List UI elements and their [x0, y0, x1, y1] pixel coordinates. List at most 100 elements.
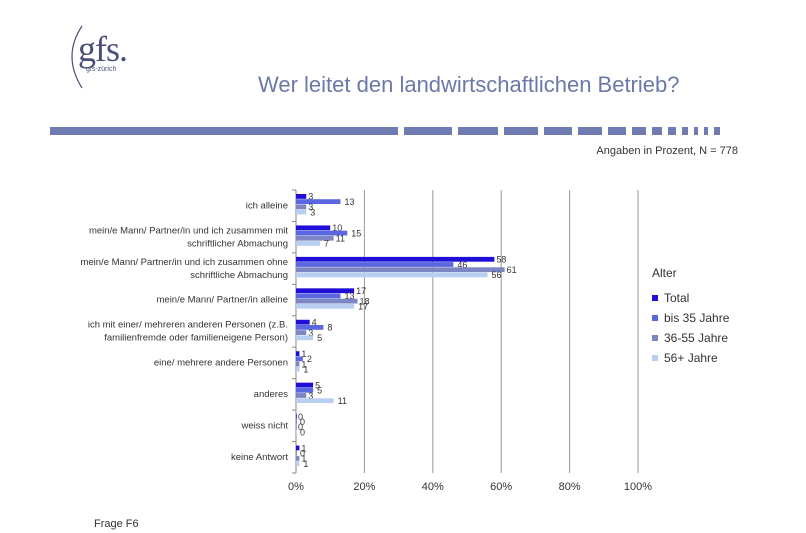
data-label: 2	[307, 354, 312, 364]
category-label: ich alleine	[246, 200, 288, 211]
bar	[296, 256, 495, 262]
data-label: 13	[344, 291, 354, 301]
bar	[296, 199, 341, 204]
legend-swatch	[652, 355, 658, 361]
logo-subtext: gfs-zürich	[86, 66, 117, 73]
data-label: 56	[492, 270, 502, 280]
bar	[296, 445, 300, 451]
data-label: 5	[317, 386, 322, 396]
legend-swatch	[652, 335, 658, 341]
category-label: weiss nicht	[241, 421, 289, 432]
data-label: 15	[351, 228, 361, 238]
data-label: 8	[327, 323, 332, 333]
bar	[296, 324, 324, 330]
category-label: mein/e Mann/ Partner/in und ich zusammen…	[89, 225, 288, 249]
bar	[296, 387, 314, 393]
bar	[296, 319, 310, 325]
data-label: 1	[301, 454, 306, 464]
bar	[296, 241, 320, 246]
bar	[296, 429, 297, 435]
data-label: 5	[315, 380, 320, 390]
data-label: 11	[338, 396, 347, 406]
question-reference: Frage F6	[94, 518, 139, 530]
legend-label: Total	[664, 291, 690, 305]
data-label: 0	[298, 422, 303, 432]
data-label: 3	[308, 202, 313, 212]
data-label: 11	[336, 234, 345, 244]
data-label: 4	[312, 317, 317, 327]
data-label: 1	[303, 459, 308, 469]
bar	[296, 382, 314, 388]
category-label: eine/ mehrere andere Personen	[154, 358, 288, 369]
data-label: 61	[507, 265, 517, 275]
bar	[296, 303, 355, 309]
data-label: 17	[358, 302, 368, 312]
bar	[296, 288, 355, 294]
legend-label: bis 35 Jahre	[664, 311, 730, 325]
data-label: 1	[301, 359, 306, 369]
bar	[296, 209, 307, 215]
bar	[296, 450, 297, 456]
bar	[296, 393, 307, 398]
chart-subtitle: Angaben in Prozent, N = 778	[596, 145, 738, 157]
category-label: mein/e Mann/ Partner/in alleine	[157, 295, 289, 306]
legend-item: bis 35 Jahre	[652, 308, 729, 328]
x-tick-label: 100%	[624, 481, 652, 493]
logo-text: gfs.	[78, 29, 128, 69]
data-label: 0	[300, 448, 305, 458]
bar	[296, 194, 307, 199]
legend-label: 56+ Jahre	[664, 351, 718, 365]
legend-label: 36-55 Jahre	[664, 331, 729, 345]
bar	[296, 361, 300, 367]
bar	[296, 230, 348, 236]
data-label: 1	[303, 365, 308, 375]
bar	[296, 204, 307, 210]
bar	[296, 267, 505, 273]
legend-swatch	[652, 315, 658, 321]
data-label: 0	[300, 417, 305, 427]
x-tick-label: 20%	[353, 481, 375, 493]
x-tick-label: 40%	[422, 481, 444, 493]
category-label: mein/e Mann/ Partner/in und ich zusammen…	[80, 257, 288, 281]
legend-item: 56+ Jahre	[652, 348, 729, 368]
bar	[296, 455, 300, 461]
bar	[296, 461, 300, 466]
bar	[296, 351, 300, 357]
legend-swatch	[652, 295, 658, 301]
data-label: 17	[356, 286, 366, 296]
page-title: Wer leitet den landwirtschaftlichen Betr…	[258, 72, 680, 97]
category-label: anderes	[254, 389, 289, 400]
bar	[296, 262, 454, 267]
bar	[296, 225, 331, 231]
legend-item: 36-55 Jahre	[652, 328, 729, 348]
bar	[296, 356, 303, 362]
bar	[296, 335, 314, 341]
data-label: 46	[457, 260, 467, 270]
chart-legend: Alter Total bis 35 Jahre 36-55 Jahre 56+ Ja…	[652, 266, 729, 368]
bar	[296, 414, 297, 419]
data-label: 3	[310, 207, 315, 217]
data-label: 0	[300, 427, 305, 437]
logo-swoosh	[71, 25, 83, 89]
legend-title: Alter	[652, 266, 677, 280]
data-label: 3	[308, 328, 313, 338]
x-tick-label: 0%	[288, 481, 304, 493]
data-label: 10	[332, 223, 342, 233]
data-label: 58	[496, 255, 506, 265]
bar	[296, 366, 300, 372]
bar	[296, 330, 307, 335]
data-label: 5	[317, 333, 322, 343]
bar	[296, 424, 297, 430]
bar	[296, 293, 341, 299]
data-label: 7	[324, 239, 329, 249]
gfs-logo	[60, 18, 150, 98]
bar	[296, 398, 334, 404]
category-label: keine Antwort	[231, 452, 288, 463]
data-label: 13	[344, 197, 354, 207]
legend-item: Total	[652, 288, 729, 308]
bar	[296, 272, 488, 278]
bar	[296, 235, 334, 241]
data-label: 1	[301, 443, 306, 453]
category-label: ich mit einer/ mehreren anderen Personen…	[88, 320, 288, 344]
